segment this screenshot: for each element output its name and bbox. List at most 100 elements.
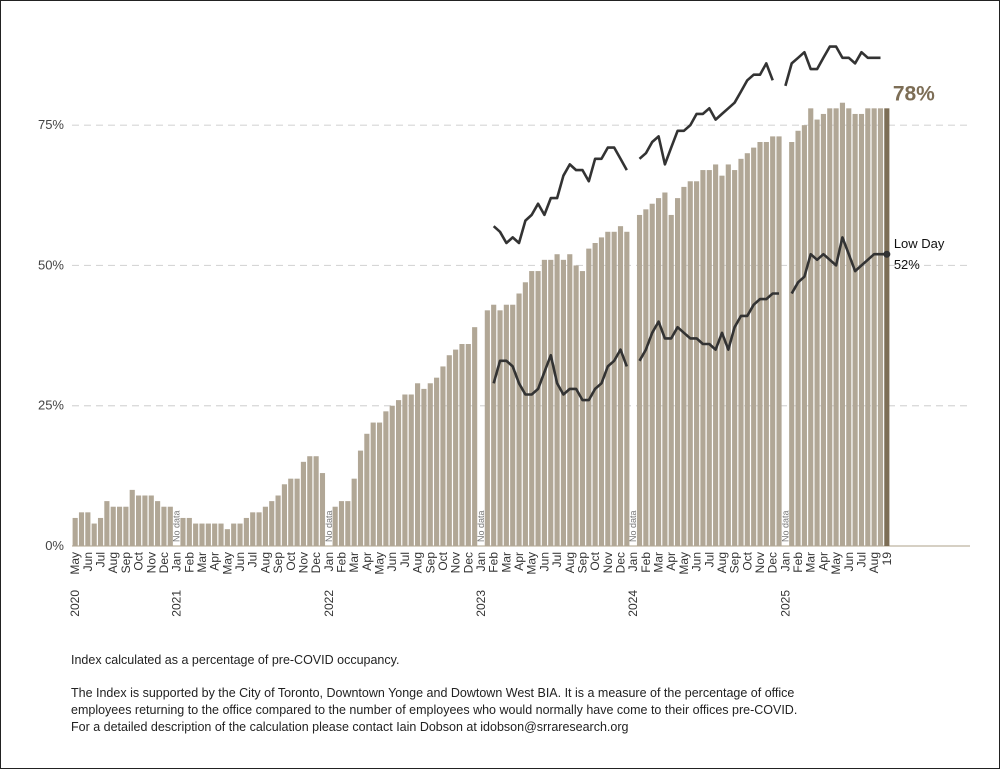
bar	[199, 523, 205, 546]
bar	[402, 394, 408, 546]
x-tick-label: Feb	[639, 552, 653, 573]
bar	[573, 265, 579, 546]
x-tick-label: Aug	[867, 552, 881, 573]
bar	[852, 113, 858, 546]
bar	[808, 108, 814, 546]
bar	[820, 113, 826, 546]
bar	[250, 512, 256, 546]
bar	[167, 506, 173, 546]
x-tick-label: Sep	[575, 552, 589, 574]
x-tick-label: Dec	[766, 552, 780, 573]
x-tick-label: Oct	[740, 551, 754, 570]
bar	[129, 489, 135, 546]
x-tick-label: Jul	[854, 552, 868, 567]
bar	[757, 142, 763, 546]
x-tick-label: Dec	[614, 552, 628, 573]
x-tick-label: Apr	[512, 552, 526, 571]
end-dot	[883, 250, 891, 258]
x-tick-label: Mar	[499, 552, 513, 573]
bar	[592, 243, 598, 546]
bar	[155, 501, 161, 546]
x-tick-label: Jun	[81, 552, 95, 571]
no-data-label: No data	[628, 510, 638, 542]
x-tick-label: May	[373, 552, 387, 575]
no-data-label: No data	[476, 510, 486, 542]
x-tick-label: Jan	[322, 552, 336, 571]
bar	[345, 501, 351, 546]
x-tick-label: Sep	[271, 552, 285, 574]
y-tick-label: 75%	[38, 117, 64, 132]
bar	[357, 450, 364, 546]
x-tick-label: Jul	[398, 552, 412, 567]
bar	[827, 108, 833, 546]
bar	[319, 473, 326, 546]
x-tick-label: Mar	[347, 552, 361, 573]
bar	[871, 108, 877, 546]
no-data-label: No data	[324, 510, 334, 542]
bar	[269, 501, 275, 546]
value-label: 78%	[893, 82, 935, 105]
bar	[281, 484, 287, 546]
y-tick-label: 0%	[45, 538, 64, 553]
y-tick-label: 50%	[38, 257, 64, 272]
x-tick-label: Jan	[474, 552, 488, 571]
bar	[97, 517, 104, 546]
bar	[605, 231, 611, 546]
bar	[104, 501, 110, 546]
bar	[395, 400, 402, 546]
bar	[497, 310, 503, 546]
x-tick-label: Apr	[360, 552, 374, 571]
x-tick-label: Jul	[246, 552, 260, 567]
x-tick-label: May	[68, 552, 82, 575]
x-tick-label: Jun	[537, 552, 551, 571]
bar	[516, 293, 522, 546]
bar	[675, 198, 681, 546]
bar	[763, 142, 769, 546]
bar	[744, 153, 750, 546]
x-tick-label: Nov	[601, 552, 615, 573]
year-label: 2020	[68, 590, 82, 617]
x-tick-label: Aug	[411, 552, 425, 573]
bar	[503, 304, 509, 546]
bar	[770, 136, 776, 546]
x-tick-label: Jan	[778, 552, 792, 571]
bar	[732, 170, 738, 547]
x-tick-label: Nov	[449, 552, 463, 573]
bar	[459, 344, 465, 546]
bar	[421, 388, 427, 546]
bar	[72, 517, 78, 546]
bar	[833, 108, 839, 546]
x-tick-label: Oct	[436, 551, 450, 570]
x-tick-label: Apr	[208, 552, 222, 571]
bar	[370, 422, 376, 546]
bar	[453, 349, 459, 546]
bar	[535, 271, 541, 546]
x-tick-label: Jun	[385, 552, 399, 571]
x-tick-label: Jun	[842, 552, 856, 571]
series-name: Low Day	[894, 236, 945, 251]
bar	[491, 304, 497, 546]
bar	[839, 102, 846, 546]
year-label: 2025	[778, 590, 792, 617]
bar	[78, 512, 85, 546]
bar	[554, 254, 560, 546]
bar	[617, 226, 624, 546]
bar	[858, 113, 865, 546]
x-tick-label: Oct	[588, 551, 602, 570]
bar	[668, 214, 674, 546]
bar	[706, 170, 712, 547]
bar	[161, 506, 167, 546]
x-tick-label: Apr	[664, 552, 678, 571]
x-tick-label: Nov	[753, 552, 767, 573]
bar	[522, 282, 528, 546]
bar	[231, 523, 237, 546]
note: Index calculated as a percentage of pre-…	[71, 653, 400, 667]
bar	[472, 327, 478, 546]
bar	[205, 523, 211, 546]
x-tick-label: 19	[880, 552, 894, 566]
bar	[338, 501, 345, 546]
bar	[611, 231, 617, 546]
bar	[364, 433, 370, 546]
bar	[801, 125, 807, 547]
bar	[884, 108, 890, 546]
